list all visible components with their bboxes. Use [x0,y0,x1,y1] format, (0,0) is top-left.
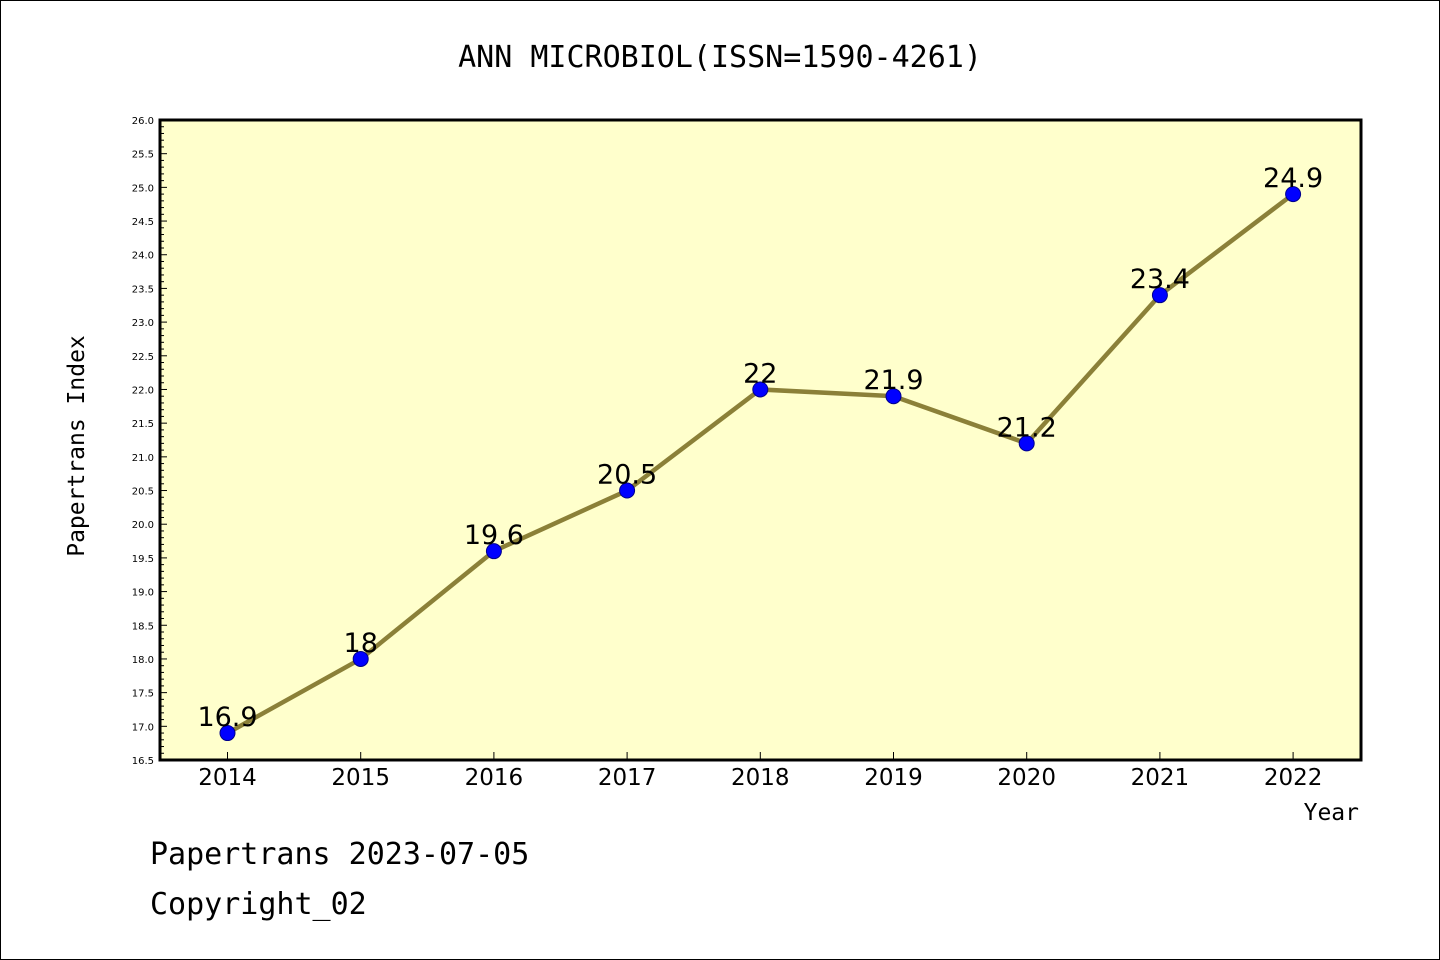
x-tick-label: 2015 [331,765,390,791]
y-tick-label: 24.0 [132,251,154,262]
data-point-marker [885,388,902,405]
data-label: 23.4 [1130,264,1190,295]
x-tick-label: 2020 [997,765,1056,791]
y-axis: 16.5 17.0 17.5 18.0 18.5 19.0 19.5 20.0 20.5 21.0… [132,116,167,767]
x-tick-label: 2022 [1264,765,1323,791]
data-label: 24.9 [1263,163,1323,194]
data-markers [219,186,1302,742]
data-point-marker [1018,435,1035,452]
y-tick-label: 18.0 [132,655,154,666]
x-tick-label: 2014 [198,765,257,791]
data-label: 16.9 [197,702,257,733]
data-label: 21.9 [863,365,923,396]
y-tick-label: 22.0 [132,385,154,396]
y-tick-label: 19.5 [132,554,154,565]
data-point-marker [485,543,502,560]
y-tick-label: 20.0 [132,520,154,531]
footer-copyright: Copyright_02 [150,887,367,922]
data-label: 19.6 [464,520,524,551]
data-point-marker [219,725,236,742]
y-tick-label: 18.5 [132,621,154,632]
y-tick-label: 25.0 [132,183,154,194]
footer-date: Papertrans 2023-07-05 [150,837,529,872]
y-tick-label: 22.5 [132,352,154,363]
data-label: 20.5 [597,460,657,491]
data-point-marker [1285,186,1302,203]
y-tick-label: 23.5 [132,284,154,295]
x-tick-label: 2018 [731,765,790,791]
y-tick-label: 19.0 [132,588,154,599]
y-tick-label: 23.0 [132,318,154,329]
x-tick-label: 2019 [864,765,923,791]
y-tick-label: 21.0 [132,453,154,464]
chart-title: ANN MICROBIOL(ISSN=1590-4261) [458,40,982,75]
y-tick-label: 26.0 [132,116,154,127]
y-tick-label: 17.5 [132,689,154,700]
y-axis-label: Papertrans Index [64,335,90,557]
y-tick-label: 25.5 [132,150,154,161]
data-point-marker [752,381,769,398]
x-tick-label: 2016 [465,765,524,791]
data-label: 18 [344,628,378,659]
data-label: 21.2 [997,412,1057,443]
y-tick-label: 21.5 [132,419,154,430]
data-point-marker [1151,287,1168,304]
data-label: 22 [743,358,777,389]
data-labels: 16.9 18 19.6 20.5 22 21.9 21.2 23.4 24.9 [197,163,1323,733]
x-tick-label: 2021 [1131,765,1190,791]
y-tick-label: 24.5 [132,217,154,228]
plot-area [158,118,1363,762]
x-tick-label: 2017 [598,765,657,791]
x-axis: 2014 2015 2016 2017 2018 2019 2020 2021 2022 [198,752,1322,791]
y-tick-label: 16.5 [132,756,154,767]
y-tick-label: 20.5 [132,487,154,498]
data-point-marker [352,650,369,667]
y-tick-label: 17.0 [132,722,154,733]
data-point-marker [619,482,636,499]
x-axis-label: Year [1304,800,1359,826]
